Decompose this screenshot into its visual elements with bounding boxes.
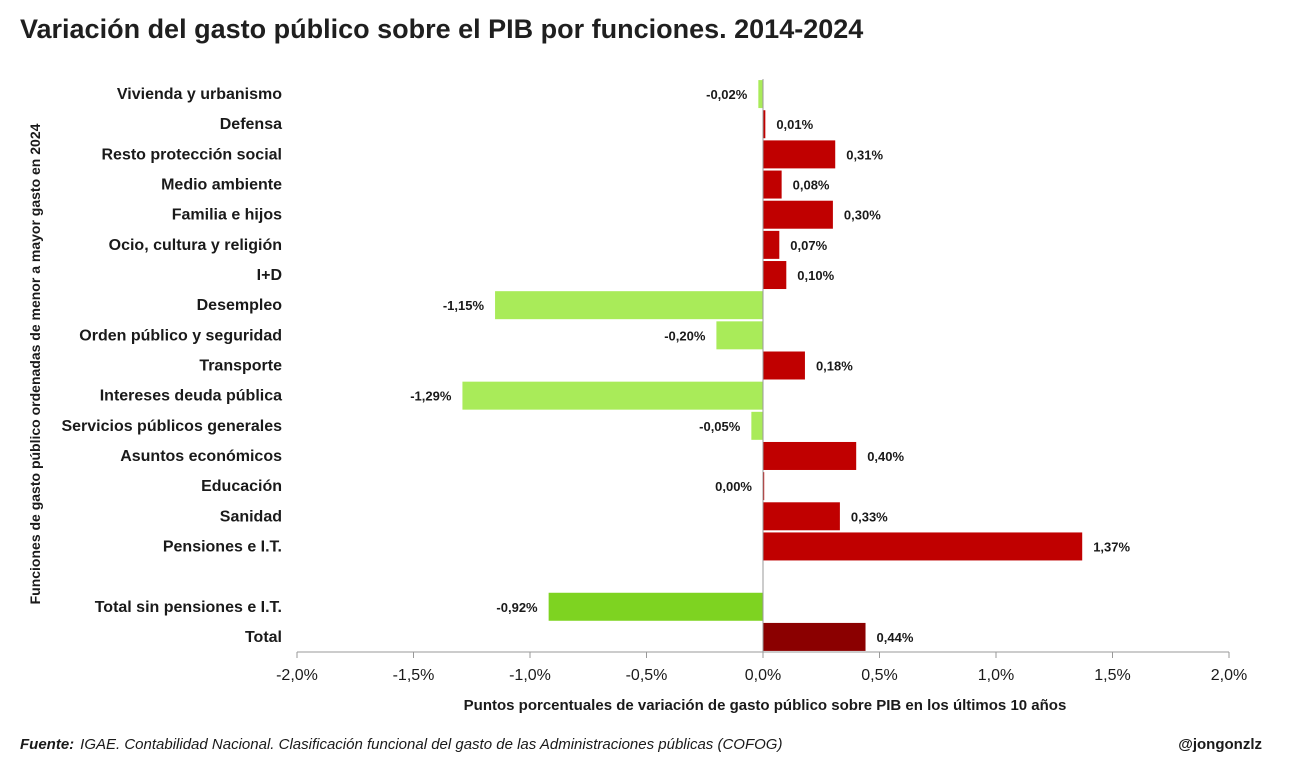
bar [763, 441, 857, 470]
category-label: Transporte [199, 358, 282, 375]
bar [763, 140, 836, 169]
category-label: I+D [257, 267, 282, 284]
x-tick-label: 1,5% [1094, 667, 1130, 684]
data-label: 0,18% [816, 359, 853, 374]
data-label: -0,02% [706, 87, 748, 102]
category-label: Orden público y seguridad [79, 327, 282, 344]
source-text: IGAE. Contabilidad Nacional. Clasificaci… [80, 736, 783, 753]
data-label: 0,08% [793, 178, 830, 193]
data-label: 0,30% [844, 208, 881, 223]
category-label: Desempleo [197, 297, 283, 314]
data-label: 0,31% [846, 147, 883, 162]
bar [763, 351, 805, 380]
category-label: Vivienda y urbanismo [117, 86, 282, 103]
bar [548, 592, 763, 621]
bar [763, 532, 1083, 561]
category-label: Resto protección social [102, 146, 283, 163]
data-label: -1,29% [410, 389, 452, 404]
bar [763, 502, 840, 531]
data-label: 0,01% [776, 117, 813, 132]
bar [751, 411, 763, 440]
x-tick-label: -0,5% [626, 667, 668, 684]
category-label: Medio ambiente [161, 177, 282, 194]
x-tick-label: -1,0% [509, 667, 551, 684]
x-tick-label: 0,0% [745, 667, 781, 684]
source-label: Fuente: [20, 736, 75, 753]
source-note: Fuente: IGAE. Contabilidad Nacional. Clas… [20, 736, 782, 753]
bars-group [462, 80, 1083, 651]
bar [763, 170, 782, 199]
data-label: -0,05% [699, 419, 741, 434]
data-label: -0,92% [496, 600, 538, 615]
bar [763, 110, 766, 139]
data-label: 0,40% [867, 449, 904, 464]
data-label: -1,15% [443, 298, 485, 313]
category-label: Pensiones e I.T. [163, 538, 282, 555]
data-label: 0,07% [790, 238, 827, 253]
bar [462, 381, 763, 410]
category-label: Familia e hijos [172, 207, 282, 224]
bar [763, 230, 780, 259]
data-label: 0,10% [797, 268, 834, 283]
category-label: Servicios públicos generales [61, 418, 282, 435]
category-label: Sanidad [220, 508, 282, 525]
category-label: Total sin pensiones e I.T. [95, 599, 282, 616]
data-label: 0,44% [877, 630, 914, 645]
category-label: Ocio, cultura y religión [109, 237, 282, 254]
x-axis-label: Puntos porcentuales de variación de gast… [463, 697, 1067, 714]
category-label: Asuntos económicos [120, 448, 282, 465]
bar [763, 472, 765, 501]
x-tick-label: 0,5% [861, 667, 897, 684]
bar [495, 291, 763, 320]
data-label: 1,37% [1093, 539, 1130, 554]
data-label: 0,33% [851, 509, 888, 524]
category-label: Intereses deuda pública [100, 388, 282, 405]
data-label: 0,00% [715, 479, 752, 494]
category-label: Educación [201, 478, 282, 495]
bar [763, 200, 833, 229]
bar [716, 321, 763, 350]
labels-group: Vivienda y urbanismo -0,02% Defensa 0,01% Re… [61, 86, 1130, 646]
data-label: -0,20% [664, 328, 706, 343]
category-label: Total [245, 629, 282, 646]
x-tick-label: 2,0% [1211, 667, 1247, 684]
x-tick-label: -2,0% [276, 667, 318, 684]
bar [763, 261, 787, 290]
x-tick-label: -1,5% [393, 667, 435, 684]
author-handle: @jongonzlz [1178, 736, 1262, 753]
category-label: Defensa [220, 116, 282, 133]
bar [763, 622, 866, 651]
axes-group: -2,0% -1,5% -1,0% -0,5% 0,0% 0,5% 1,0% 1,5% 2,0% [276, 79, 1247, 684]
chart-title: Variación del gasto público sobre el PIB… [20, 14, 864, 44]
bar [758, 80, 763, 109]
x-tick-label: 1,0% [978, 667, 1014, 684]
